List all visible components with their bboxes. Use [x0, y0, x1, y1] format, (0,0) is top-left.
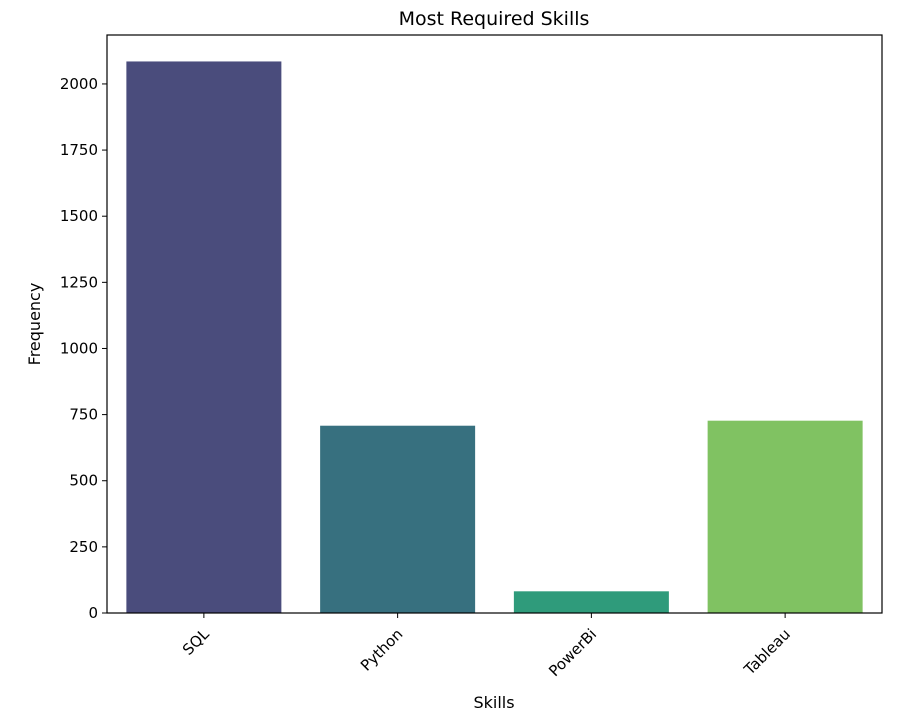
x-tick-label: SQL: [179, 625, 213, 659]
chart-title: Most Required Skills: [399, 8, 590, 30]
y-axis: 0 250 500 750 1000 1250 1500 1750 2000: [60, 75, 107, 622]
x-axis-label: Skills: [473, 693, 514, 712]
bar-python: [320, 425, 476, 613]
y-tick-label: 1750: [60, 141, 98, 159]
bar-powerbi: [513, 591, 669, 613]
bar-tableau: [707, 420, 863, 613]
y-axis-label: Frequency: [25, 283, 44, 366]
y-tick-label: 2000: [60, 75, 98, 93]
x-tick-label: PowerBi: [545, 625, 600, 680]
bar-sql: [126, 61, 282, 614]
y-tick-label: 1000: [60, 339, 98, 357]
x-axis: SQL Python PowerBi Tableau: [179, 613, 794, 680]
y-tick-label: 500: [69, 472, 98, 490]
y-tick-label: 0: [88, 604, 98, 622]
plot-frame: [106, 34, 883, 614]
bars-group: [126, 61, 863, 614]
y-tick-label: 750: [69, 406, 98, 424]
x-tick-label: Tableau: [740, 625, 794, 679]
y-tick-label: 1500: [60, 207, 98, 225]
x-tick-label: Python: [357, 625, 406, 674]
y-tick-label: 250: [69, 538, 98, 556]
y-tick-label: 1250: [60, 273, 98, 291]
